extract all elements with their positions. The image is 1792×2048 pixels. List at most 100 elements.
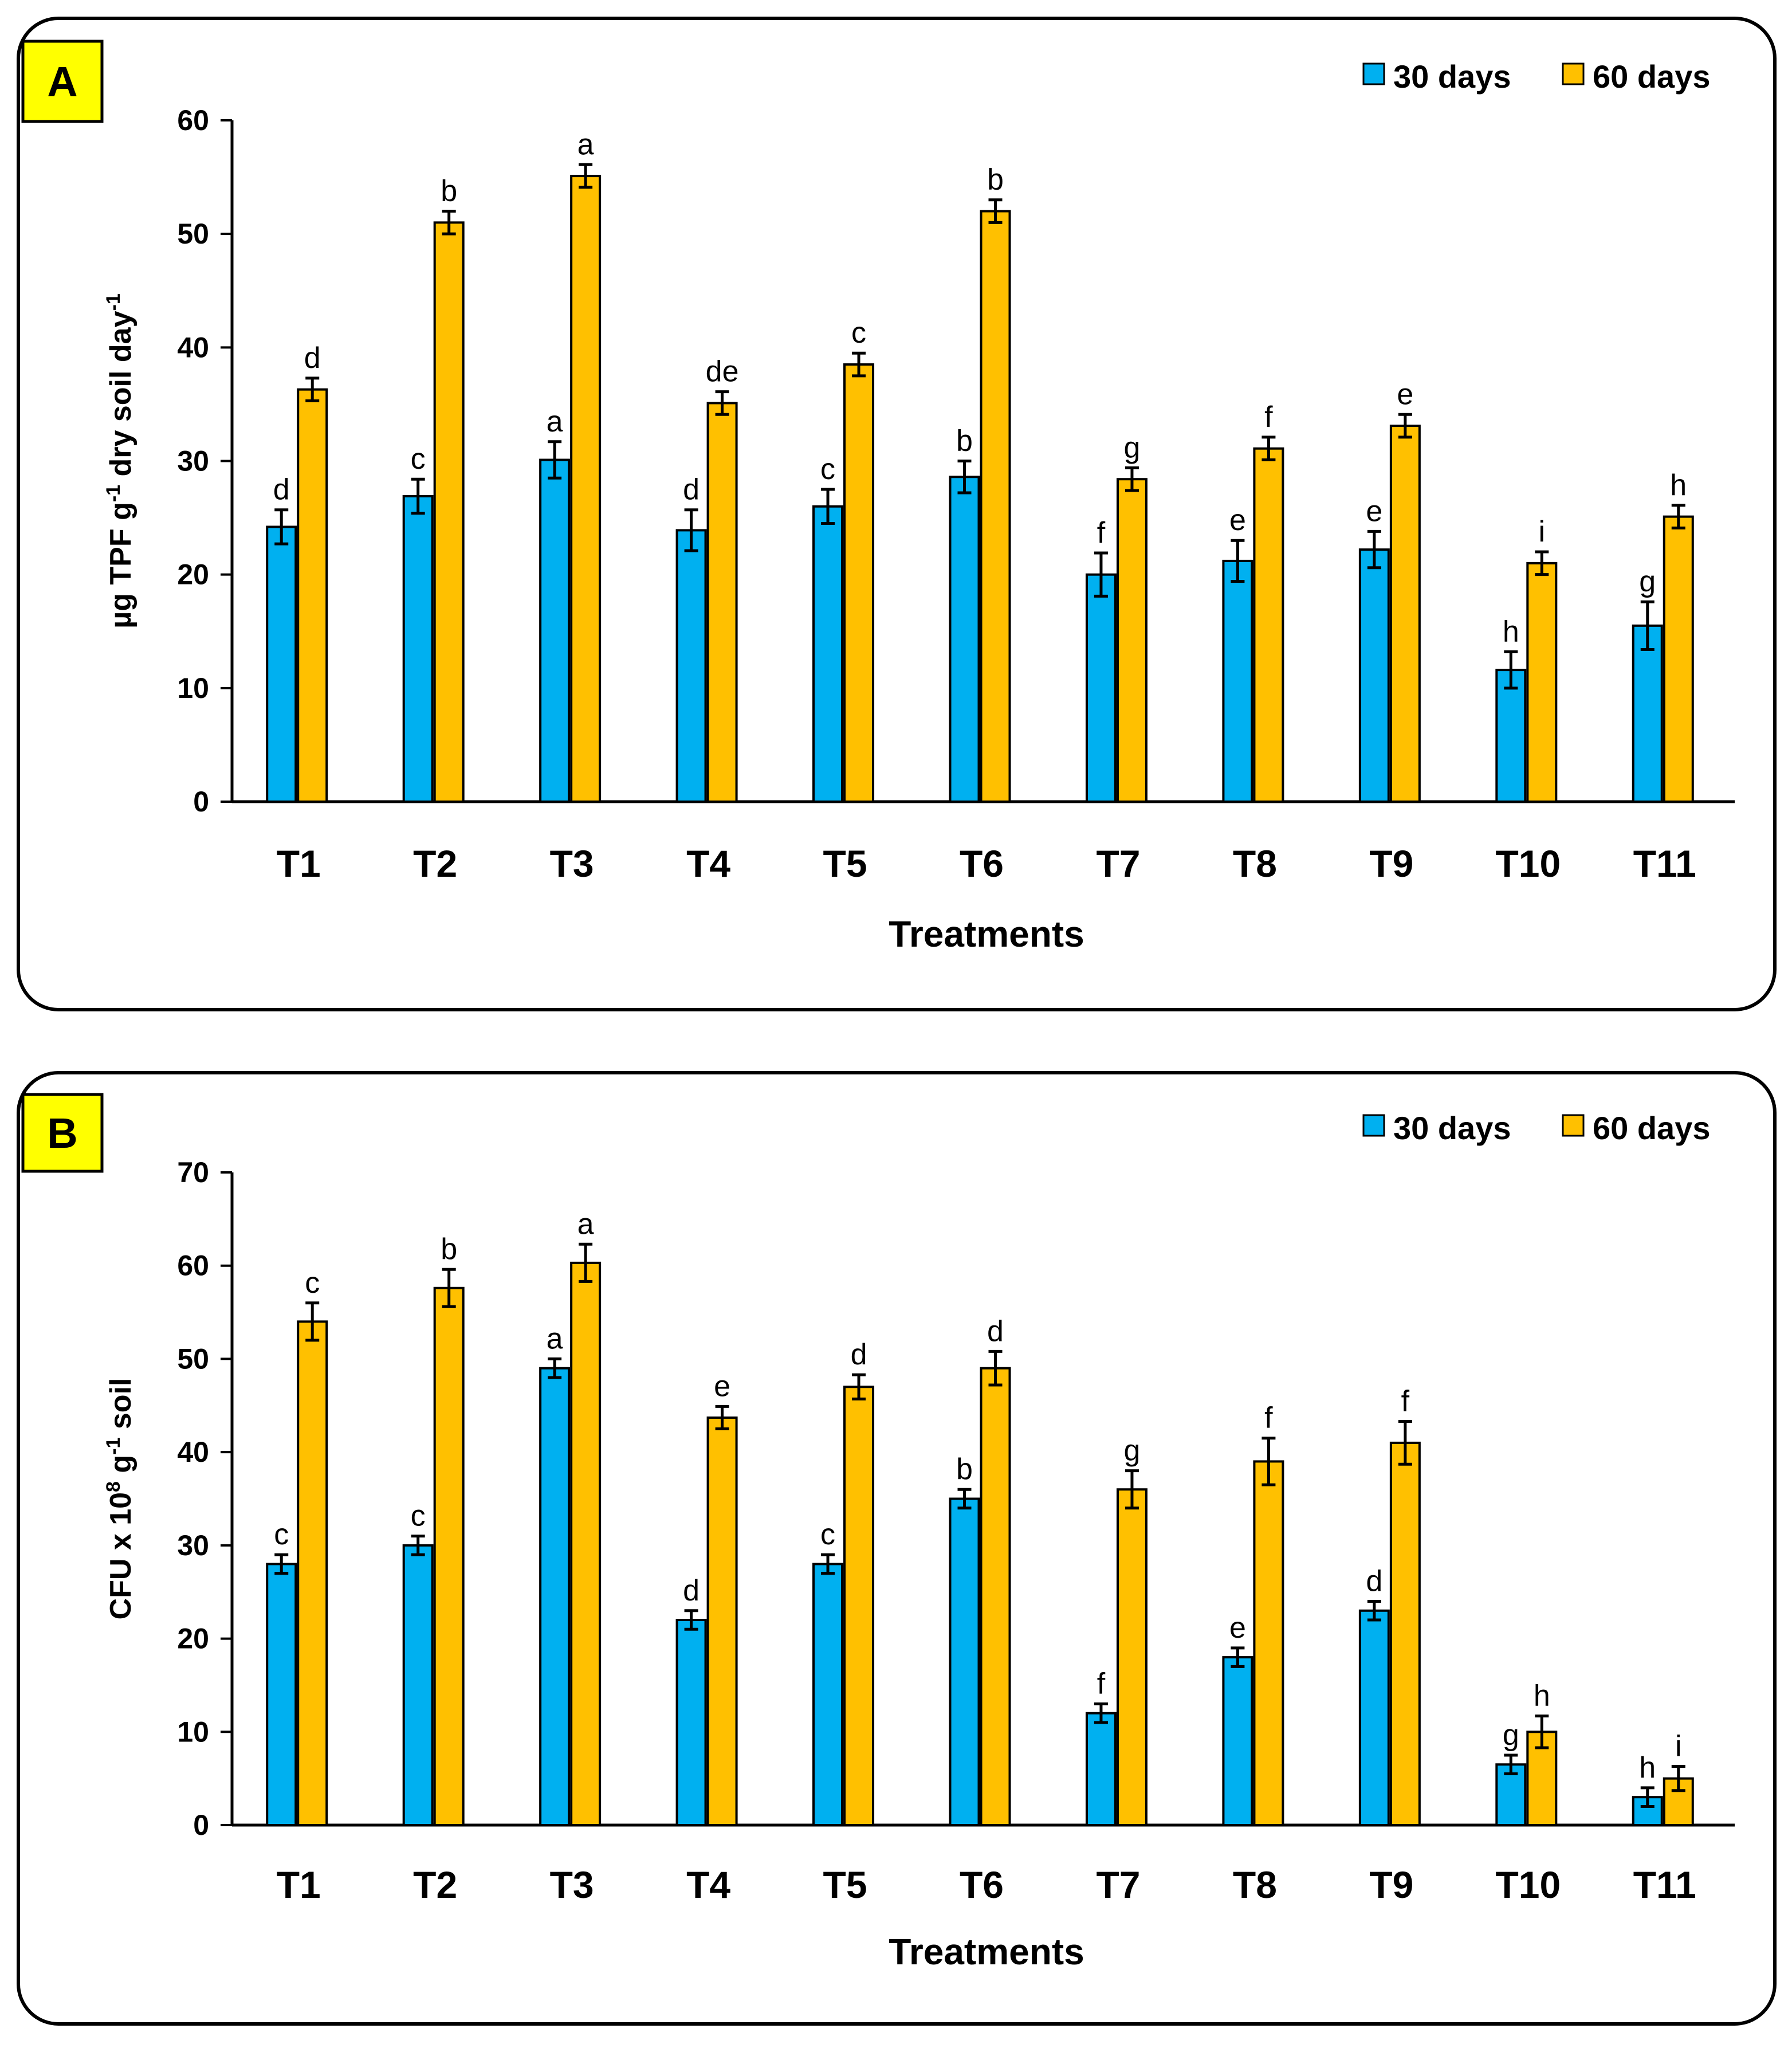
error-bar xyxy=(411,477,425,515)
significance-letter: a xyxy=(577,1207,594,1241)
error-bar xyxy=(1671,1764,1685,1792)
y-tick-label: 0 xyxy=(193,786,209,818)
error-bar xyxy=(1262,1437,1276,1486)
significance-letter: h xyxy=(1670,469,1687,502)
x-tick-label: T9 xyxy=(1369,1863,1413,1906)
bar-60-days xyxy=(1526,562,1558,803)
bar-30-days xyxy=(1632,624,1663,803)
bar-60-days xyxy=(706,1416,738,1826)
legend-label: 30 days xyxy=(1393,1110,1511,1146)
significance-letter: i xyxy=(1675,1729,1682,1763)
significance-letter: a xyxy=(577,128,594,161)
x-tick-label: T4 xyxy=(686,1863,730,1906)
error-bar xyxy=(1640,600,1655,651)
x-tick-label: T6 xyxy=(960,842,1004,885)
y-axis-title: CFU x 108 g-1 soil xyxy=(103,1378,137,1620)
y-tick-label: 30 xyxy=(177,1529,209,1561)
error-bar xyxy=(442,210,456,236)
error-bar xyxy=(852,351,866,378)
bar-30-days xyxy=(266,525,297,803)
bar-30-days xyxy=(1222,1656,1253,1826)
significance-letter: c xyxy=(411,442,426,476)
x-tick-label: T3 xyxy=(550,1863,594,1906)
error-bar xyxy=(1535,550,1549,576)
error-bar xyxy=(305,1301,320,1342)
significance-letter: g xyxy=(1123,1434,1140,1468)
y-tick-label: 60 xyxy=(177,1250,209,1282)
significance-letter: d xyxy=(304,342,321,375)
y-tick-label: 70 xyxy=(177,1156,209,1188)
error-bar xyxy=(548,440,562,480)
x-tick-label: T7 xyxy=(1096,1863,1140,1906)
panel-label: B xyxy=(47,1109,77,1157)
y-tick-label: 40 xyxy=(177,331,209,363)
legend-label: 30 days xyxy=(1393,58,1511,95)
error-bar xyxy=(1262,436,1276,462)
bar-60-days xyxy=(843,1386,875,1827)
error-bar xyxy=(274,508,289,546)
x-tick-label: T6 xyxy=(960,1863,1004,1906)
bar-30-days xyxy=(675,529,707,803)
x-tick-label: T10 xyxy=(1495,1863,1561,1906)
error-bar xyxy=(988,198,1003,224)
error-bar xyxy=(548,1357,562,1379)
error-bar xyxy=(1671,504,1685,529)
significance-letter: de xyxy=(706,355,739,389)
legend: 30 days 60 days xyxy=(1362,58,1711,95)
bar-30-days xyxy=(539,1367,571,1826)
significance-letter: b xyxy=(987,163,1004,197)
error-bar xyxy=(1094,1702,1108,1724)
text-run: µg TPF g xyxy=(104,502,137,629)
significance-letter: i xyxy=(1539,515,1546,548)
bar-60-days xyxy=(433,221,465,803)
x-tick-label: T11 xyxy=(1633,1863,1696,1906)
error-bar xyxy=(579,163,593,189)
significance-letter: b xyxy=(441,175,457,208)
significance-letter: c xyxy=(820,453,835,486)
chart-panel-B: B 0 10 20 30 40 50 60 70 T1 c c T2 c b T3 a a T4 d e T5 c d T6 b d… xyxy=(17,1071,1777,2026)
legend-swatch-30-days xyxy=(1362,1114,1385,1137)
superscript: -1 xyxy=(103,293,124,311)
x-tick-label: T5 xyxy=(823,1863,867,1906)
significance-letter: d xyxy=(851,1338,867,1371)
bar-30-days xyxy=(1085,573,1117,803)
bar-60-days xyxy=(706,402,738,803)
significance-letter: h xyxy=(1639,1751,1656,1784)
bar-60-days xyxy=(1526,1731,1558,1826)
error-bar xyxy=(715,390,729,416)
error-bar xyxy=(1398,413,1412,439)
bar-60-days xyxy=(1389,425,1421,803)
significance-letter: c xyxy=(411,1500,426,1533)
error-bar xyxy=(715,1404,729,1430)
error-bar xyxy=(1504,650,1518,690)
bar-60-days xyxy=(843,363,875,803)
bar-30-days xyxy=(1358,1609,1390,1826)
error-bar xyxy=(684,1609,698,1631)
bar-30-days xyxy=(675,1619,707,1826)
y-tick-label: 10 xyxy=(177,1716,209,1748)
significance-letter: d xyxy=(683,1574,699,1607)
superscript: -1 xyxy=(103,1438,124,1455)
y-tick-label: 40 xyxy=(177,1436,209,1468)
error-bar xyxy=(1367,529,1381,570)
error-bar xyxy=(988,1349,1003,1387)
significance-letter: e xyxy=(1397,378,1413,411)
panel-label-box xyxy=(21,40,104,123)
error-bar xyxy=(1504,1753,1518,1776)
x-tick-label: T4 xyxy=(686,842,730,885)
bar-60-days xyxy=(570,1261,602,1826)
bar-60-days xyxy=(980,1367,1011,1826)
error-bar xyxy=(852,1373,866,1400)
bar-30-days xyxy=(812,1563,844,1826)
significance-letter: a xyxy=(547,1322,563,1355)
x-tick-label: T11 xyxy=(1633,842,1696,885)
panel-label-box xyxy=(21,1093,104,1173)
x-tick-label: T7 xyxy=(1096,842,1140,885)
bar-30-days xyxy=(266,1563,297,1826)
y-tick-label: 20 xyxy=(177,1623,209,1655)
significance-letter: c xyxy=(274,1518,289,1551)
x-tick-label: T8 xyxy=(1233,1863,1277,1906)
error-bar xyxy=(957,1488,972,1510)
significance-letter: d xyxy=(273,473,290,507)
